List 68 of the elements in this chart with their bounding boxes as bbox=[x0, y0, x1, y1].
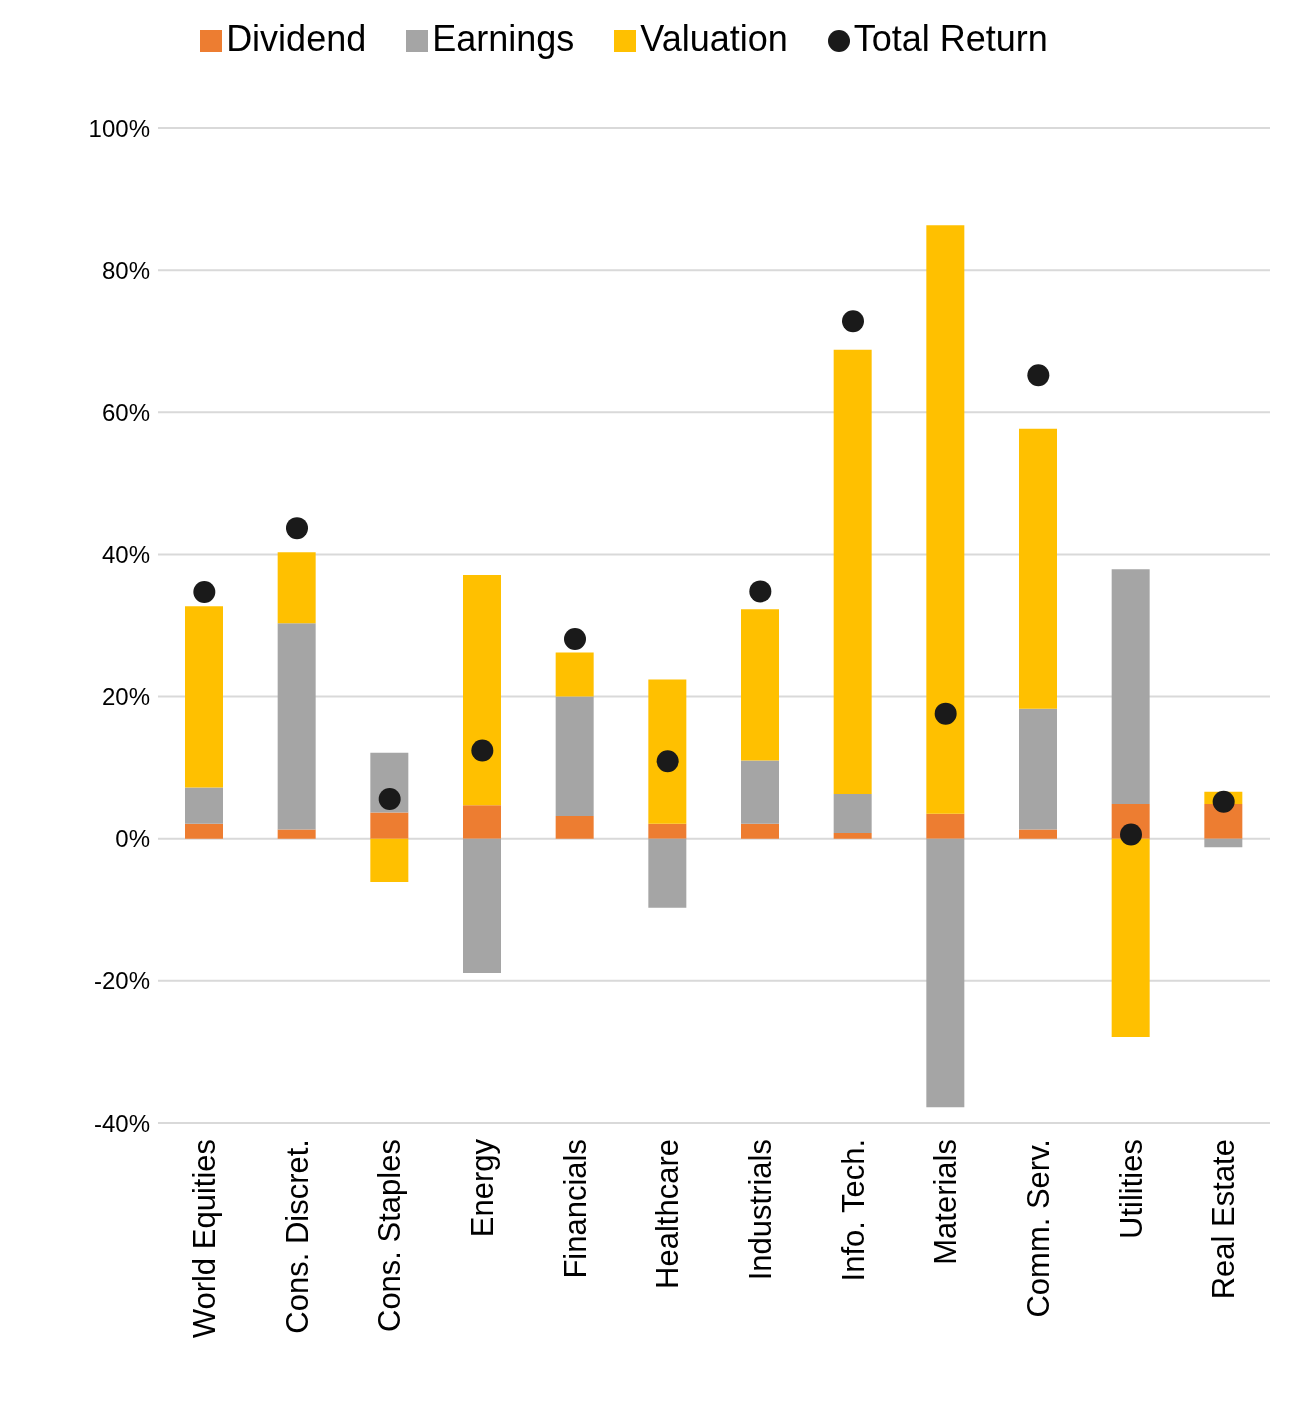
bar bbox=[555, 652, 594, 697]
x-tick-label: Industrials bbox=[742, 1139, 778, 1281]
x-tick-label: Healthcare bbox=[650, 1139, 686, 1289]
y-tick-label: 20% bbox=[101, 683, 150, 711]
point bbox=[934, 702, 957, 725]
legend-label: Dividend bbox=[226, 18, 367, 59]
x-tick-label: Utilities bbox=[1113, 1139, 1149, 1239]
bar bbox=[741, 823, 779, 839]
point bbox=[378, 787, 401, 810]
bar bbox=[1111, 569, 1150, 804]
bar bbox=[833, 833, 872, 839]
point bbox=[193, 581, 216, 604]
point bbox=[842, 310, 864, 333]
bar bbox=[1111, 838, 1150, 1037]
y-tick-label: -40% bbox=[93, 1109, 150, 1137]
bar bbox=[463, 838, 501, 974]
bar bbox=[277, 829, 316, 839]
x-tick-label: Comm. Serv. bbox=[1020, 1139, 1056, 1318]
x-tick-label: Cons. Discret. bbox=[279, 1139, 315, 1334]
point bbox=[1212, 790, 1235, 813]
legend-label: Total Return bbox=[853, 18, 1048, 59]
y-tick-label: 0% bbox=[115, 825, 150, 853]
point bbox=[749, 580, 772, 603]
x-tick-label: Materials bbox=[928, 1139, 964, 1265]
bar bbox=[1019, 708, 1057, 830]
y-tick-label: -20% bbox=[93, 967, 150, 995]
y-tick-label: 60% bbox=[101, 398, 150, 426]
bar bbox=[648, 838, 687, 908]
bar bbox=[1019, 829, 1057, 839]
y-tick-label: 80% bbox=[101, 256, 150, 284]
bar bbox=[833, 349, 872, 794]
bar bbox=[555, 696, 594, 816]
bar bbox=[185, 787, 223, 824]
x-tick-label: Financials bbox=[557, 1139, 593, 1279]
point bbox=[564, 628, 586, 650]
x-tick-label: Cons. Staples bbox=[372, 1139, 408, 1332]
bar bbox=[370, 838, 409, 883]
bar bbox=[648, 823, 687, 839]
x-tick-label: Info. Tech. bbox=[835, 1139, 871, 1282]
y-tick-label: 40% bbox=[101, 540, 150, 568]
bar bbox=[277, 623, 316, 830]
bar bbox=[277, 552, 316, 624]
bar bbox=[370, 812, 409, 839]
bar bbox=[463, 805, 501, 839]
point bbox=[471, 739, 494, 762]
point bbox=[286, 517, 308, 540]
y-tick-label: 100% bbox=[88, 114, 150, 142]
point bbox=[1120, 823, 1142, 846]
bar bbox=[926, 838, 965, 1108]
bar bbox=[926, 225, 965, 814]
bar bbox=[833, 793, 872, 834]
bar bbox=[185, 823, 223, 839]
x-tick-label: World Equities bbox=[186, 1139, 222, 1339]
point bbox=[1027, 364, 1050, 387]
bar bbox=[741, 609, 779, 761]
bar bbox=[648, 679, 687, 824]
legend-label: Earnings bbox=[432, 18, 575, 59]
bar bbox=[1204, 838, 1243, 848]
bar bbox=[926, 813, 965, 839]
bar bbox=[555, 815, 594, 839]
bar bbox=[1019, 428, 1057, 709]
bar bbox=[741, 760, 779, 824]
point bbox=[656, 750, 679, 773]
x-tick-label: Real Estate bbox=[1206, 1139, 1242, 1300]
bar bbox=[185, 606, 223, 788]
bar bbox=[463, 575, 501, 806]
legend-label: Valuation bbox=[640, 18, 788, 59]
x-tick-label: Energy bbox=[464, 1138, 500, 1238]
